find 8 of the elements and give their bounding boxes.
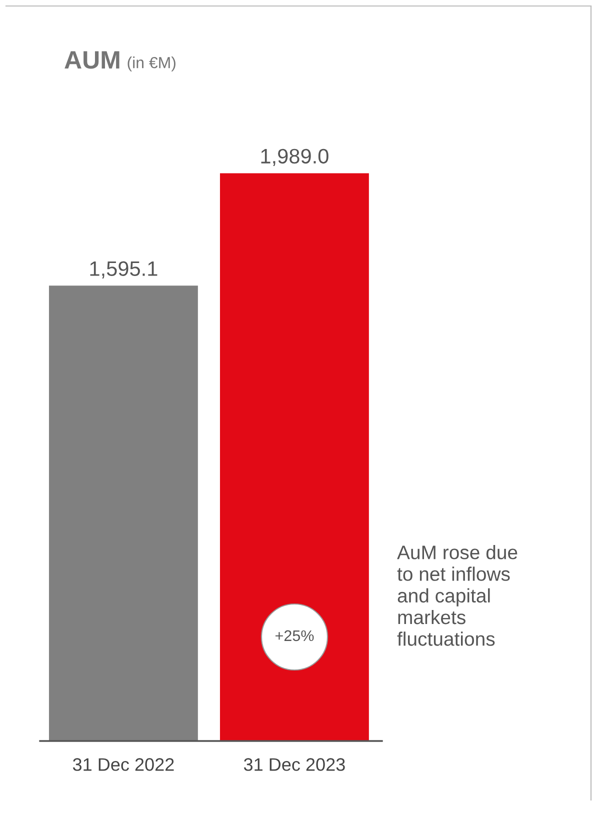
x-tick-label: 31 Dec 2023 [244, 758, 345, 771]
annotation: +25% [275, 630, 314, 642]
x-tick-label: 31 Dec 2022 [72, 758, 174, 771]
chart-title: AUM [64, 51, 120, 69]
data-label: 1,989.0 [261, 148, 328, 166]
data-label: 1,595.1 [90, 261, 158, 278]
text: AuM rose due to net inflows and capital markets fluctuations [397, 545, 518, 646]
chart-subtitle: (in €M) [128, 56, 176, 72]
